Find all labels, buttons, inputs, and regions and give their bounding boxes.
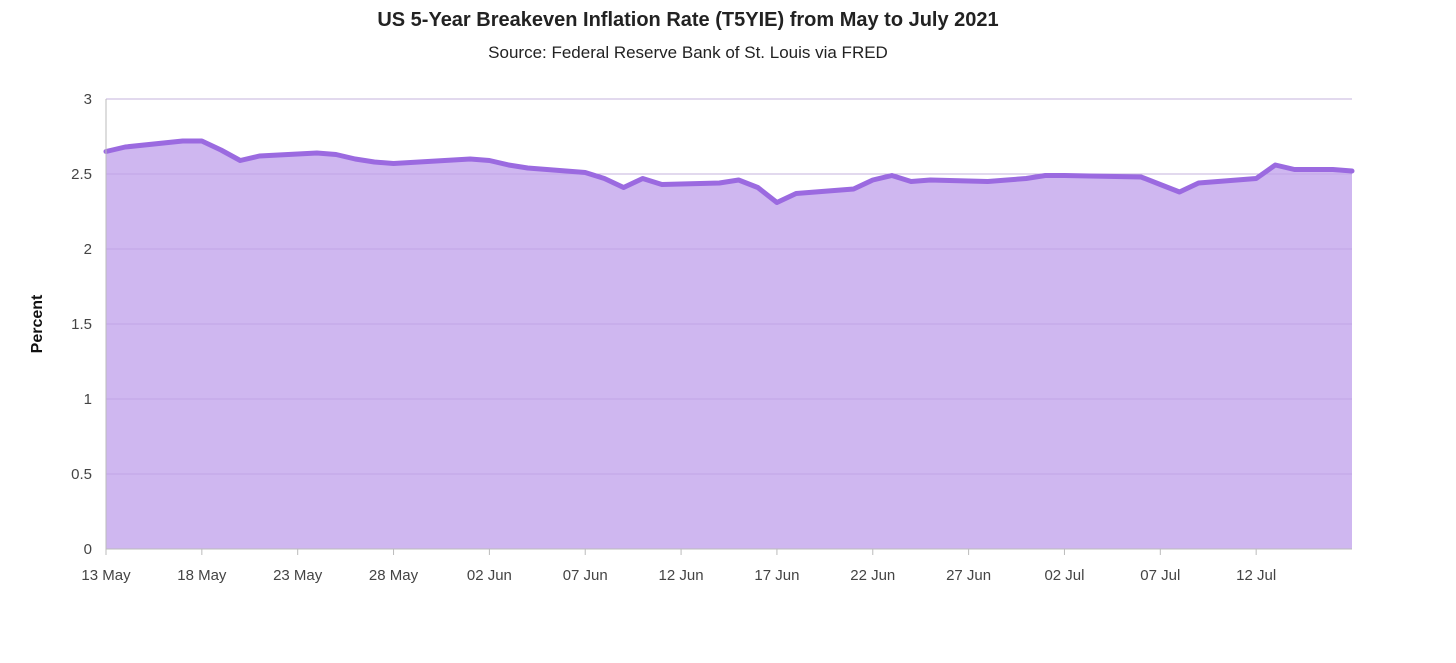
y-axis-label: Percent [29, 294, 46, 353]
x-tick-label-12: 12 Jul [1236, 567, 1276, 584]
x-tick-label-11: 07 Jul [1140, 567, 1180, 584]
x-tick-label-1: 18 May [177, 567, 227, 584]
y-tick-label-5: 2.5 [71, 166, 92, 183]
x-tick-label-0: 13 May [81, 567, 131, 584]
y-tick-label-4: 2 [84, 241, 92, 258]
y-tick-label-0: 0 [84, 541, 92, 558]
series-line [103, 138, 1355, 205]
x-tick-label-4: 02 Jun [467, 567, 512, 584]
x-tick-label-9: 27 Jun [946, 567, 991, 584]
x-tick-label-10: 02 Jul [1044, 567, 1084, 584]
axes [105, 99, 1352, 550]
x-tick-label-2: 23 May [273, 567, 323, 584]
x-tick-label-6: 12 Jun [659, 567, 704, 584]
y-tick-label-6: 3 [84, 91, 92, 108]
chart-subtitle: Source: Federal Reserve Bank of St. Loui… [488, 43, 888, 62]
x-tick-label-7: 17 Jun [754, 567, 799, 584]
y-tick-label-1: 0.5 [71, 466, 92, 483]
plot-area [103, 98, 1355, 549]
x-tick-label-5: 07 Jun [563, 567, 608, 584]
chart-title: US 5-Year Breakeven Inflation Rate (T5YI… [377, 9, 998, 31]
y-axis-ticks: 0 0.5 1 1.5 2 2.5 3 [71, 91, 92, 558]
area-fill [106, 141, 1352, 549]
y-tick-label-2: 1 [84, 391, 92, 408]
x-tick-label-8: 22 Jun [850, 567, 895, 584]
x-axis-ticks: 13 May 18 May 23 May 28 May 02 Jun 07 Jun 12 J… [81, 549, 1276, 584]
x-tick-label-3: 28 May [369, 567, 419, 584]
y-tick-label-3: 1.5 [71, 316, 92, 333]
